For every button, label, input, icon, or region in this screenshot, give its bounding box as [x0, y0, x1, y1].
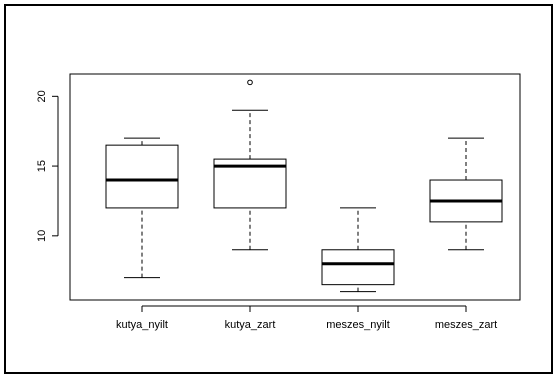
x-tick-label-meszes_zart: meszes_zart — [435, 319, 497, 331]
x-tick-label-kutya_zart: kutya_zart — [225, 319, 276, 331]
x-tick-label-kutya_nyilt: kutya_nyilt — [116, 319, 168, 331]
plot-area-border — [69, 73, 521, 301]
outlier-kutya_zart-0 — [247, 79, 253, 86]
x-tick-label-meszes_nyilt: meszes_nyilt — [326, 319, 390, 331]
box-kutya_nyilt — [105, 144, 179, 209]
box-meszes_nyilt — [321, 249, 395, 286]
y-tick-label-10: 10 — [36, 230, 48, 242]
y-tick-label-20: 20 — [36, 90, 48, 102]
y-tick-label-15: 15 — [36, 160, 48, 172]
